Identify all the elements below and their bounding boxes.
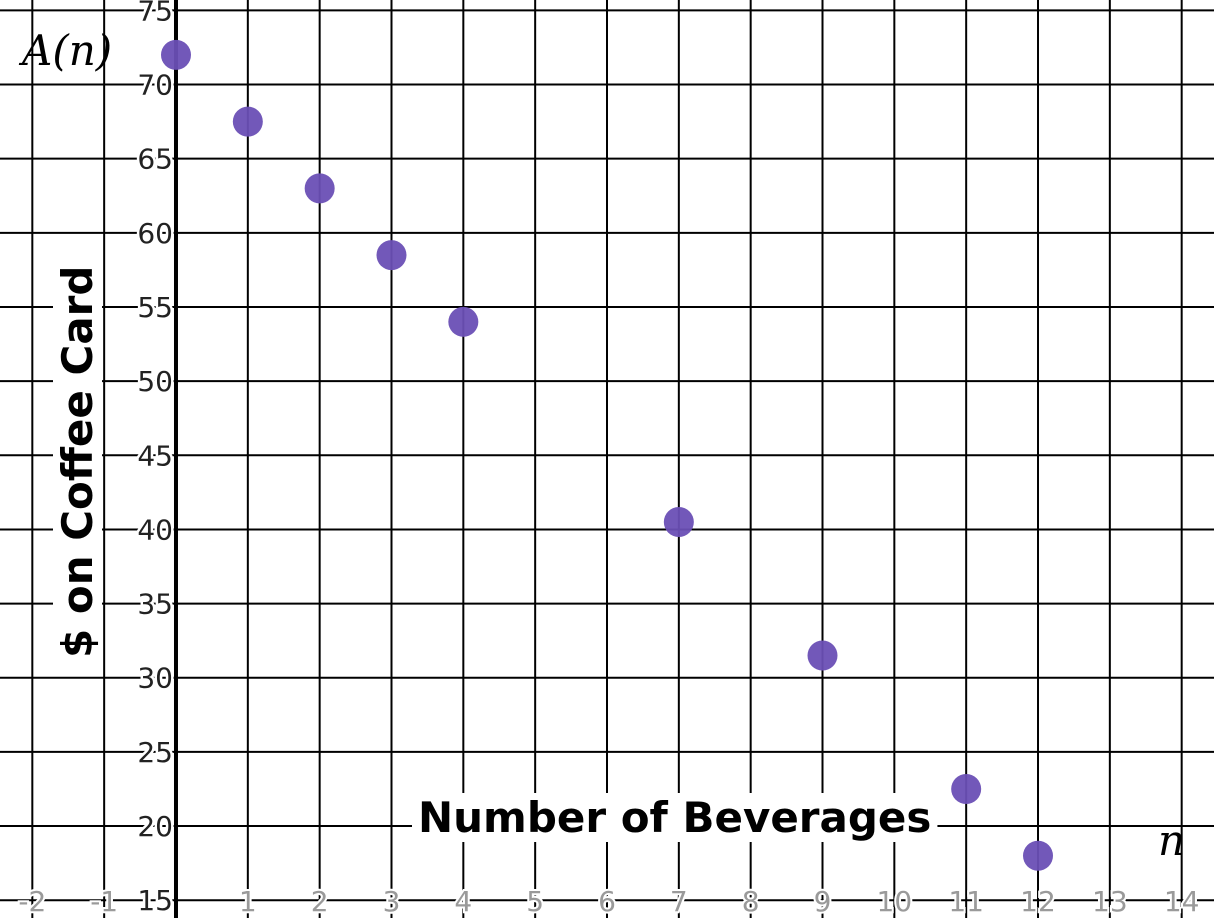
y-tick-label: 50 [137,365,173,398]
y-tick-label: 75 [137,0,173,27]
y-tick-label: 40 [137,513,173,546]
data-point [1023,840,1054,871]
y-variable-label: A(n) [18,26,112,75]
x-tick-label: 12 [1020,885,1056,918]
x-axis-label-background [412,793,938,842]
y-tick-label: 35 [137,588,173,621]
y-tick-label: 45 [137,439,173,472]
data-point [160,39,191,70]
data-point [304,173,335,204]
x-tick-label: 13 [1092,885,1128,918]
x-tick-label: 7 [670,885,688,918]
x-tick-label: 1 [239,885,257,918]
x-tick-label: 5 [526,885,544,918]
data-point [232,106,263,137]
y-axis-label: $ on Coffee Card [53,266,102,658]
y-tick-label: 65 [137,143,173,176]
x-tick-label: 11 [948,885,984,918]
data-point [448,306,479,337]
y-tick-label: 60 [137,217,173,250]
y-axis-label-background [53,259,102,664]
data-point [807,640,838,671]
x-tick-label: 14 [1164,885,1200,918]
y-tick-label: 55 [137,291,173,324]
x-tick-label: 8 [742,885,760,918]
data-point [376,240,407,271]
data-points [160,39,1054,871]
x-tick-label: 3 [383,885,401,918]
x-tick-label: -1 [90,885,118,918]
y-tick-label: 15 [137,884,173,917]
x-tick-label: 6 [598,885,616,918]
data-point [663,507,694,538]
x-tick-label: 2 [311,885,329,918]
x-tick-label: 9 [814,885,832,918]
x-axis-label: Number of Beverages [418,793,931,842]
y-tick-label: 30 [137,662,173,695]
y-tick-labels: 15 20 25 30 35 40 45 50 55 60 65 70 75 [135,0,176,918]
y-tick-label: 25 [137,736,173,769]
y-tick-label: 20 [137,810,173,843]
y-tick-label: 70 [137,69,173,102]
x-tick-label: 4 [454,885,472,918]
x-tick-label: -2 [18,885,46,918]
x-tick-label: 10 [877,885,913,918]
x-variable-label: n [1158,816,1185,865]
x-tick-labels: -2 -1 1 2 3 4 5 6 7 8 9 10 11 12 13 14 [16,883,1201,918]
data-point [951,773,982,804]
